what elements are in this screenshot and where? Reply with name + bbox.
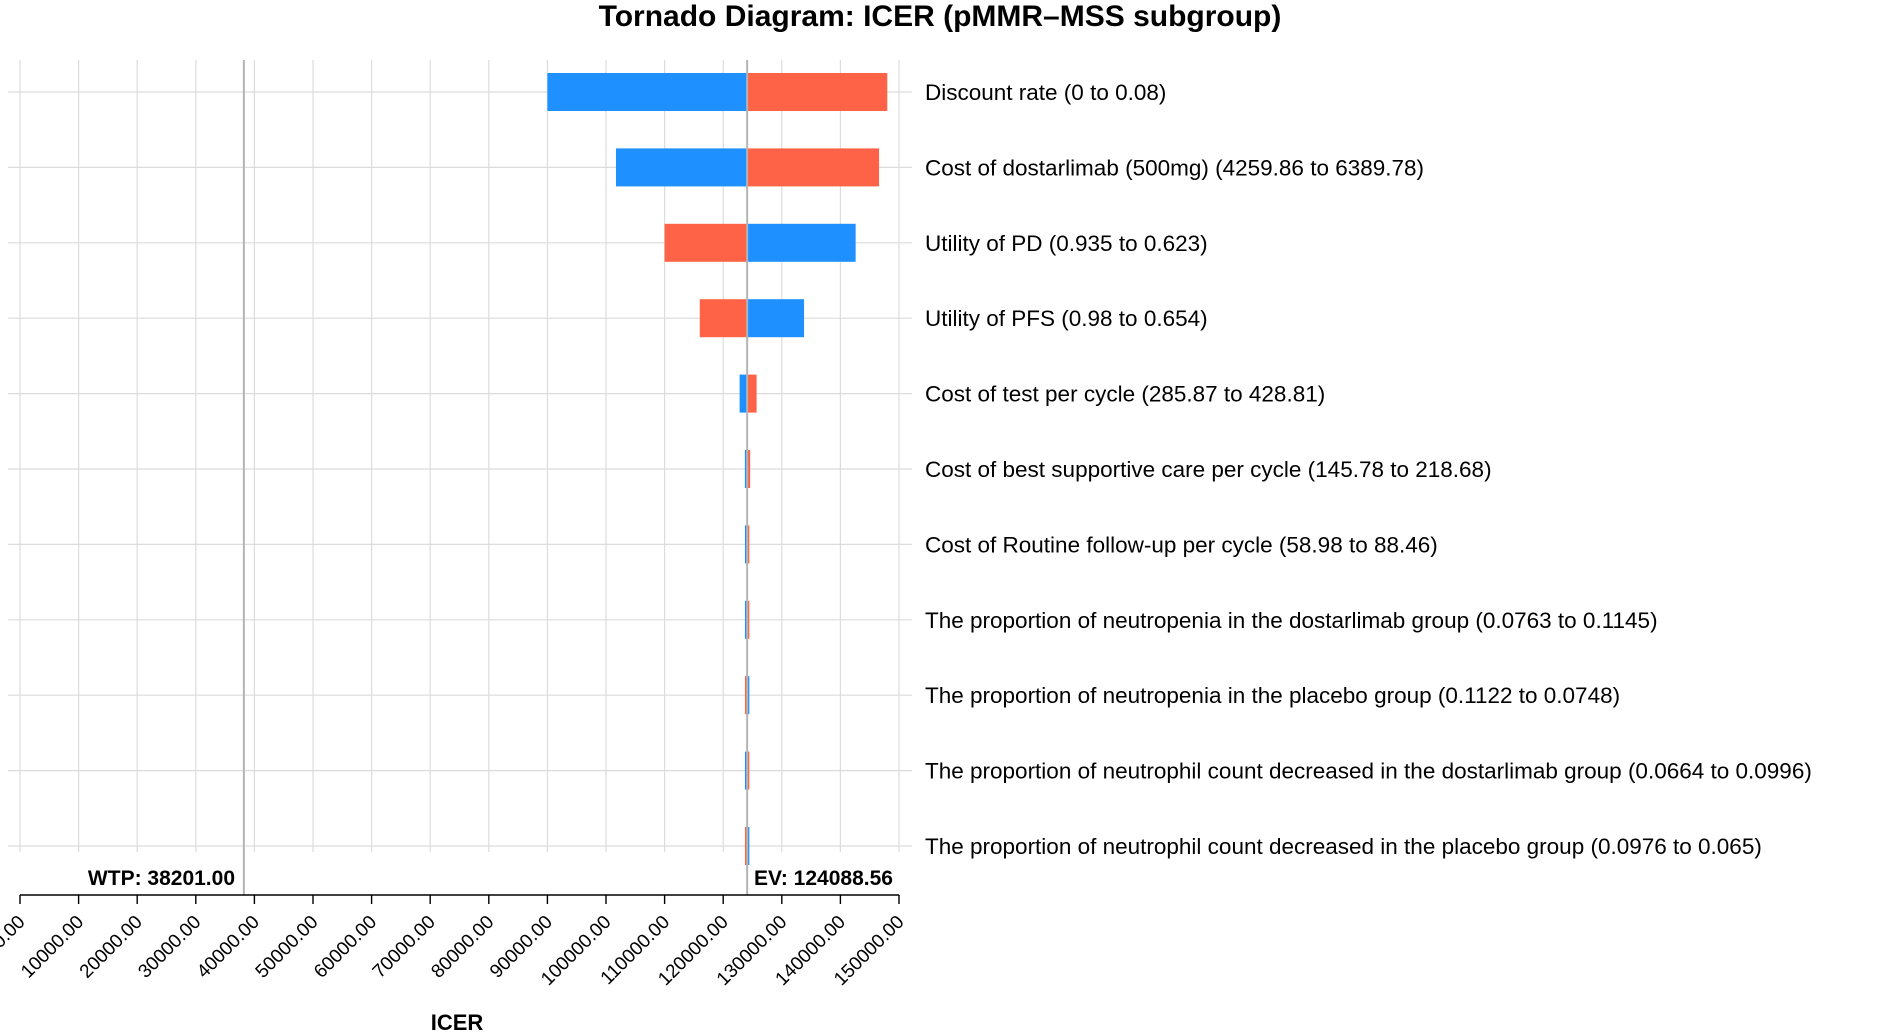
high-value-bar [744, 676, 748, 715]
parameter-label: Utility of PFS (0.98 to 0.654) [925, 306, 1208, 331]
low-value-bar [747, 299, 805, 338]
x-tick-label: 20000.00 [76, 912, 147, 983]
low-value-bar [744, 525, 748, 564]
parameter-label: The proportion of neutrophil count decre… [925, 759, 1812, 784]
high-value-bar [747, 374, 757, 413]
low-value-bar [744, 450, 748, 488]
low-value-bar [615, 148, 748, 187]
parameter-label: The proportion of neutropenia in the dos… [925, 608, 1658, 633]
x-tick-label: 50000.00 [252, 912, 323, 983]
x-tick-label: 10000.00 [17, 912, 88, 983]
ev-annotation: EV: 124088.56 [754, 867, 893, 890]
high-value-bar [747, 73, 888, 111]
reference-lines [242, 60, 749, 895]
x-axis: 0.0010000.0020000.0030000.0040000.005000… [0, 894, 909, 990]
low-value-bar [744, 600, 748, 639]
parameter-label: Cost of best supportive care per cycle (… [925, 457, 1492, 482]
parameter-label: Cost of dostarlimab (500mg) (4259.86 to … [925, 155, 1424, 180]
high-value-bar [744, 827, 748, 865]
bars-group [547, 73, 888, 865]
high-value-bar [747, 751, 750, 790]
x-tick-label: 70000.00 [369, 912, 440, 983]
grid-lines [8, 60, 912, 852]
parameter-label: Discount rate (0 to 0.08) [925, 80, 1166, 105]
x-tick-label: 30000.00 [134, 912, 205, 983]
low-value-bar [747, 223, 856, 262]
high-value-bar [747, 600, 750, 639]
x-tick-label: 40000.00 [193, 912, 264, 983]
low-value-bar [739, 374, 748, 413]
wtp-annotation: WTP: 38201.00 [88, 867, 235, 890]
low-value-bar [744, 751, 748, 790]
high-value-bar [664, 223, 748, 262]
x-axis-title: ICER [431, 1010, 484, 1033]
high-value-bar [699, 299, 748, 338]
x-tick-label: 80000.00 [427, 912, 498, 983]
parameter-label: Cost of Routine follow-up per cycle (58.… [925, 532, 1438, 557]
chart-title: Tornado Diagram: ICER (pMMR–MSS subgroup… [599, 0, 1282, 33]
x-tick-label: 60000.00 [310, 912, 381, 983]
low-value-bar [747, 676, 750, 715]
parameter-label: The proportion of neutrophil count decre… [925, 834, 1762, 859]
x-tick-label: 0.00 [0, 912, 30, 953]
parameter-label: Utility of PD (0.935 to 0.623) [925, 231, 1208, 256]
row-labels-group: Discount rate (0 to 0.08) Cost of dostarl… [925, 80, 1812, 859]
high-value-bar [747, 148, 880, 187]
parameter-label: Cost of test per cycle (285.87 to 428.81… [925, 382, 1325, 407]
low-value-bar [547, 73, 748, 111]
high-value-bar [747, 525, 750, 564]
low-value-bar [747, 827, 750, 865]
high-value-bar [747, 450, 751, 488]
parameter-label: The proportion of neutropenia in the pla… [925, 683, 1620, 708]
